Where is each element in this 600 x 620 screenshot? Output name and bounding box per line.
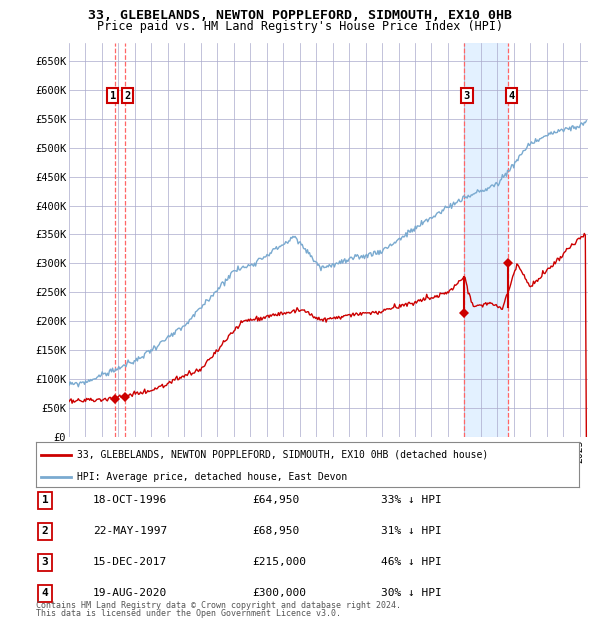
Text: 18-OCT-1996: 18-OCT-1996 <box>93 495 167 505</box>
Text: 46% ↓ HPI: 46% ↓ HPI <box>381 557 442 567</box>
Text: £64,950: £64,950 <box>252 495 299 505</box>
Text: Price paid vs. HM Land Registry's House Price Index (HPI): Price paid vs. HM Land Registry's House … <box>97 20 503 33</box>
Text: 2: 2 <box>124 91 131 100</box>
Text: 31% ↓ HPI: 31% ↓ HPI <box>381 526 442 536</box>
Text: 3: 3 <box>464 91 470 100</box>
Text: £215,000: £215,000 <box>252 557 306 567</box>
Text: £68,950: £68,950 <box>252 526 299 536</box>
Text: 22-MAY-1997: 22-MAY-1997 <box>93 526 167 536</box>
Text: 19-AUG-2020: 19-AUG-2020 <box>93 588 167 598</box>
Bar <box>464 43 508 437</box>
Text: HPI: Average price, detached house, East Devon: HPI: Average price, detached house, East… <box>77 472 347 482</box>
Text: 33% ↓ HPI: 33% ↓ HPI <box>381 495 442 505</box>
Text: 15-DEC-2017: 15-DEC-2017 <box>93 557 167 567</box>
Text: 3: 3 <box>41 557 49 567</box>
Text: 4: 4 <box>508 91 515 100</box>
Text: 1: 1 <box>110 91 116 100</box>
Text: 33, GLEBELANDS, NEWTON POPPLEFORD, SIDMOUTH, EX10 0HB (detached house): 33, GLEBELANDS, NEWTON POPPLEFORD, SIDMO… <box>77 450 488 459</box>
Text: 30% ↓ HPI: 30% ↓ HPI <box>381 588 442 598</box>
Text: This data is licensed under the Open Government Licence v3.0.: This data is licensed under the Open Gov… <box>36 609 341 618</box>
Text: 33, GLEBELANDS, NEWTON POPPLEFORD, SIDMOUTH, EX10 0HB: 33, GLEBELANDS, NEWTON POPPLEFORD, SIDMO… <box>88 9 512 22</box>
Text: 1: 1 <box>41 495 49 505</box>
Text: Contains HM Land Registry data © Crown copyright and database right 2024.: Contains HM Land Registry data © Crown c… <box>36 601 401 610</box>
Text: £300,000: £300,000 <box>252 588 306 598</box>
Text: 4: 4 <box>41 588 49 598</box>
Text: 2: 2 <box>41 526 49 536</box>
